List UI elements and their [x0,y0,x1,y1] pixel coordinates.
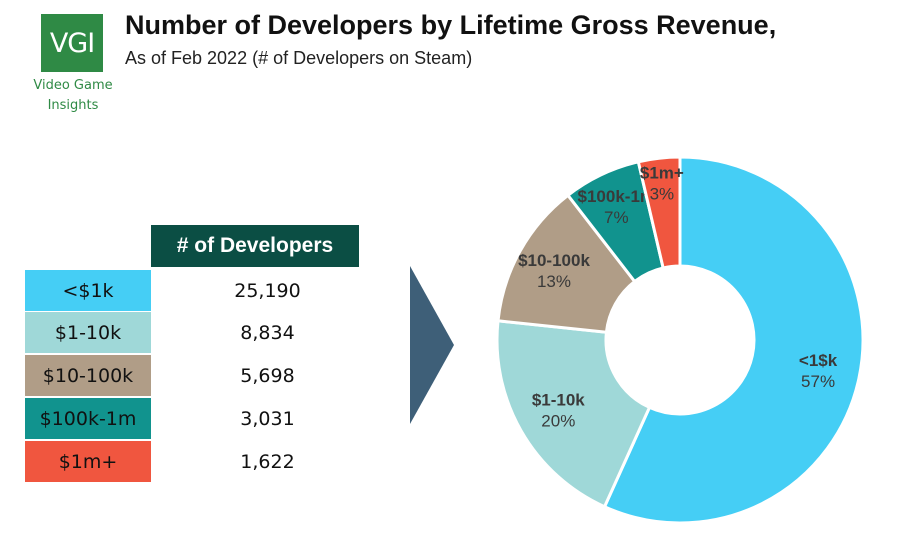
table-value-cell: 8,834 [240,321,295,344]
logo-wordmark: Video Game Insights [14,76,132,116]
table-category-cell: $1m+ [25,441,151,482]
chart-title: Number of Developers by Lifetime Gross R… [125,10,777,40]
slice-label: $1m+ [640,164,684,183]
table-category-cell: $100k-1m [25,398,151,439]
slice-percent-label: 57% [801,372,835,391]
slice-label: $1-10k [532,391,585,410]
donut-chart: <1$k 57% $1-10k 20% $10-100k 13% $100k-1m 7% $1m… [495,155,865,525]
donut-slice [495,319,652,509]
table-category-cell: <$1k [25,270,151,311]
logo-line-1: Video Game [33,78,113,93]
table-value-cell: 5,698 [240,364,295,387]
donut-slice [496,193,637,334]
slice-label: <1$k [799,351,838,370]
chart-subtitle: As of Feb 2022 (# of Developers on Steam… [125,48,473,68]
slice-percent-label: 7% [604,208,629,227]
logo-badge: VGI [41,14,103,72]
chevron-right-arrow [410,266,454,424]
slice-percent-label: 3% [650,185,675,204]
table-value-cell: 1,622 [240,450,295,473]
table-category-cell: $10-100k [25,355,151,396]
logo-abbr: VGI [49,27,95,59]
slice-percent-label: 13% [537,272,571,291]
slice-label: $100k-1m [578,187,656,206]
table-value-cell: 3,031 [240,407,295,430]
logo-line-2: Insights [47,98,99,113]
slice-percent-label: 20% [541,412,575,431]
table-value-cell: 25,190 [234,279,301,302]
table-category-cell: $1-10k [25,312,151,353]
slice-label: $10-100k [518,251,590,270]
arrow-shape [410,266,454,424]
table-header: # of Developers [151,225,359,267]
donut-slice [602,155,865,525]
donut-slice [636,155,682,270]
